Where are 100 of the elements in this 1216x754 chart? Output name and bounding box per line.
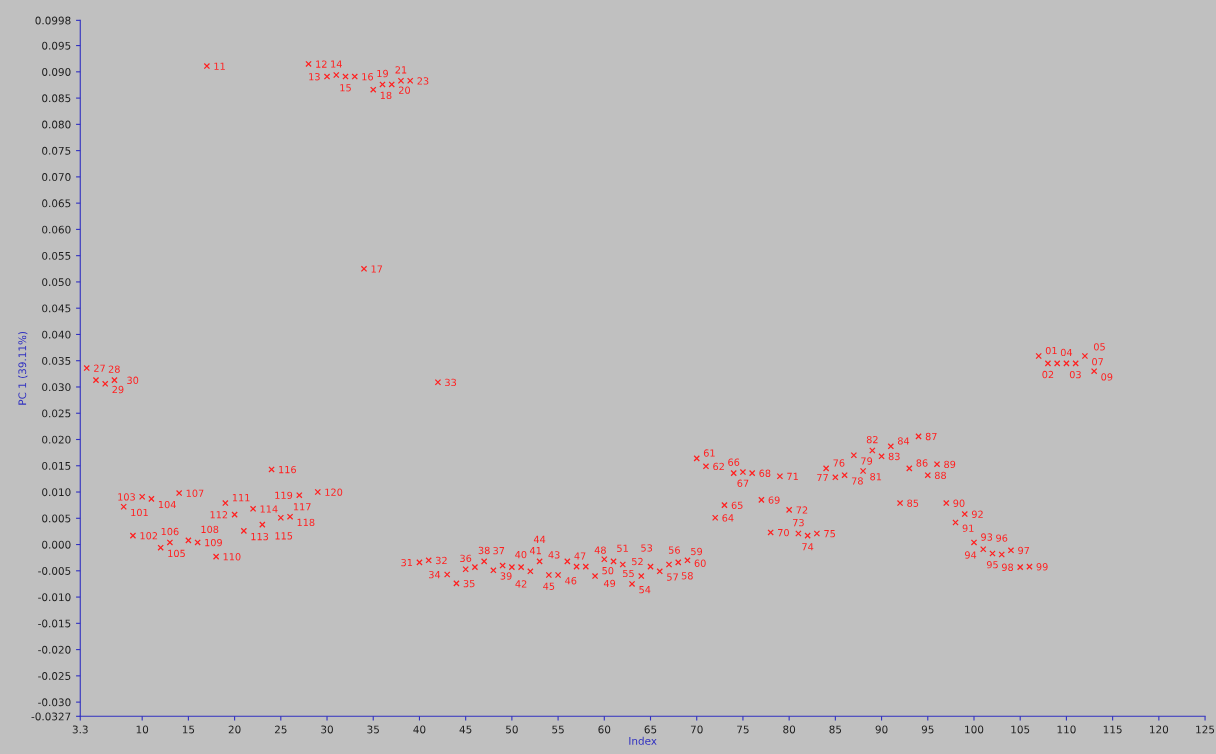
annotation: 76	[833, 459, 845, 467]
annotation: 54	[639, 586, 651, 594]
annotation: 28	[108, 365, 120, 373]
annotation: 21	[395, 66, 407, 74]
x-tick-label: 3.3	[72, 725, 88, 734]
annotation: 50	[602, 566, 614, 575]
x-tick-label: 40	[413, 725, 426, 734]
annotation: 118	[297, 518, 315, 527]
annotation: 93	[981, 533, 993, 541]
annotation: 97	[1018, 546, 1030, 555]
annotation: 106	[161, 527, 179, 536]
annotation: 30	[127, 376, 139, 384]
annotation: 51	[617, 544, 628, 552]
annotation: 52	[632, 557, 643, 566]
y-tick-label: -0.010	[38, 593, 71, 602]
annotation: 49	[603, 579, 616, 588]
x-tick-label: 55	[552, 725, 564, 734]
annotation: 37	[493, 546, 505, 555]
annotation: 04	[1060, 348, 1073, 357]
x-tick-label: 15	[182, 725, 195, 734]
annotation: 99	[1036, 563, 1048, 571]
annotation: 82	[866, 435, 878, 444]
annotation: 47	[574, 552, 586, 560]
y-tick-label: 0.015	[42, 461, 71, 470]
annotation: 120	[325, 488, 343, 496]
annotation: 104	[158, 500, 176, 509]
y-tick-label: 0.080	[42, 120, 71, 129]
annotation: 48	[594, 546, 606, 554]
annotation: 67	[737, 479, 749, 487]
x-tick-label: 30	[321, 725, 333, 734]
annotation: 61	[703, 449, 715, 457]
annotation: 77	[817, 473, 828, 482]
y-tick-label: 0.010	[42, 488, 71, 497]
x-tick-label: 80	[783, 725, 796, 734]
annotation: 20	[398, 86, 411, 94]
annotation: 74	[802, 543, 814, 551]
annotation: 39	[500, 572, 512, 580]
annotation: 38	[478, 546, 490, 555]
annotation: 84	[897, 437, 910, 445]
annotation: 85	[907, 499, 919, 507]
annotation: 11	[214, 62, 225, 70]
annotation: 69	[768, 496, 780, 504]
y-tick-label: 0.085	[42, 94, 71, 103]
y-tick-label: -0.0327	[31, 712, 71, 721]
x-tick-label: 90	[875, 725, 888, 734]
x-tick-label: 65	[644, 725, 657, 734]
annotation: 91	[962, 524, 974, 532]
y-tick-label: -0.020	[38, 645, 71, 654]
annotation: 40	[515, 550, 527, 559]
y-tick-label: 0.0998	[35, 16, 71, 25]
x-tick-label: 100	[965, 725, 984, 734]
annotation: 94	[964, 551, 977, 559]
x-tick-label: 120	[1150, 725, 1169, 734]
annotation: 14	[331, 60, 342, 68]
annotation: 43	[548, 551, 560, 559]
annotation: 115	[275, 532, 293, 540]
annotation: 71	[787, 472, 798, 480]
annotation: 07	[1092, 358, 1103, 366]
annotation: 83	[888, 452, 900, 461]
y-tick-label: 0.065	[42, 199, 71, 208]
y-tick-label: 0.055	[42, 251, 71, 260]
x-tick-label: 75	[737, 725, 749, 734]
annotation: 31	[401, 558, 413, 567]
annotation: 79	[861, 457, 873, 465]
annotation: 59	[691, 547, 703, 556]
annotation: 88	[934, 471, 946, 480]
y-tick-label: 0.000	[42, 540, 71, 549]
annotation: 89	[944, 460, 956, 469]
y-tick-label: -0.030	[38, 698, 71, 707]
annotation: 96	[996, 534, 1008, 542]
y-tick-label: 0.095	[42, 41, 71, 50]
annotation: 62	[713, 462, 724, 471]
annotation: 12	[316, 60, 327, 68]
x-tick-label: 45	[459, 725, 472, 734]
annotation: 57	[667, 573, 678, 581]
annotation: 23	[417, 77, 429, 85]
annotation: 117	[293, 503, 311, 511]
annotation: 18	[380, 91, 392, 100]
annotation: 70	[778, 528, 789, 537]
x-tick-label: 60	[598, 725, 611, 734]
annotation: 35	[463, 579, 475, 588]
annotation: 116	[279, 465, 296, 474]
annotation: 78	[851, 477, 863, 485]
y-tick-label: 0.070	[42, 173, 71, 181]
annotation: 41	[529, 547, 541, 555]
annotation: 107	[186, 489, 204, 497]
annotation: 101	[131, 508, 148, 517]
annotation: 27	[94, 364, 105, 372]
y-tick-label: -0.015	[38, 619, 71, 628]
annotation: 53	[641, 544, 653, 552]
annotation: 81	[870, 473, 882, 481]
annotation: 01	[1045, 346, 1057, 355]
x-tick-label: 50	[506, 725, 518, 734]
annotation: 32	[435, 556, 447, 565]
annotation: 95	[986, 561, 998, 569]
y-tick-label: 0.075	[42, 146, 71, 155]
y-tick-label: 0.050	[42, 278, 71, 287]
annotation: 111	[232, 494, 250, 502]
y-tick-label: 0.030	[42, 383, 71, 392]
annotation: 102	[140, 532, 158, 540]
